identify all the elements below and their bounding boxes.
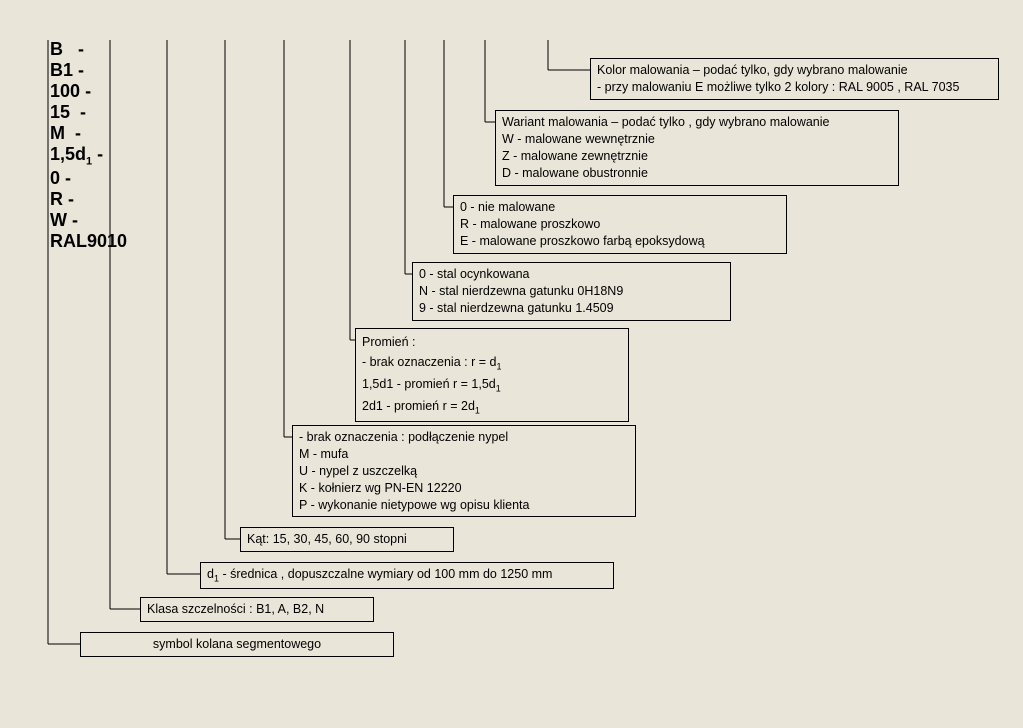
seg-15d1: 1,5d1 <box>50 144 92 168</box>
desc-box-class: Klasa szczelności : B1, A, B2, N <box>140 597 374 622</box>
desc-box-connection: - brak oznaczenia : podłączenie nypelM -… <box>292 425 636 517</box>
desc-box-steel: 0 - stal ocynkowanaN - stal nierdzewna g… <box>412 262 731 321</box>
desc-box-ral-color: Kolor malowania – podać tylko, gdy wybra… <box>590 58 999 100</box>
desc-box-paint-variant: Wariant malowania – podać tylko , gdy wy… <box>495 110 899 186</box>
seg-100: 100 <box>50 81 80 102</box>
seg-15: 15 <box>50 102 70 123</box>
desc-box-paint-type: 0 - nie malowaneR - malowane proszkowoE … <box>453 195 787 254</box>
code-designation: B - B1 - 100 - 15 - M - 1,5d1 - 0 - R - … <box>40 18 127 252</box>
seg-ral: RAL9010 <box>50 231 127 252</box>
seg-0: 0 <box>50 168 60 189</box>
seg-r: R <box>50 189 63 210</box>
seg-b1: B1 <box>50 60 73 81</box>
seg-w: W <box>50 210 67 231</box>
desc-box-radius: Promień : - brak oznaczenia : r = d11,5d… <box>355 328 629 422</box>
desc-box-symbol: symbol kolana segmentowego <box>80 632 394 657</box>
desc-box-angle: Kąt: 15, 30, 45, 60, 90 stopni <box>240 527 454 552</box>
seg-b: B <box>50 39 63 60</box>
desc-box-diameter: d1 - średnica , dopuszczalne wymiary od … <box>200 562 614 589</box>
seg-m: M <box>50 123 65 144</box>
